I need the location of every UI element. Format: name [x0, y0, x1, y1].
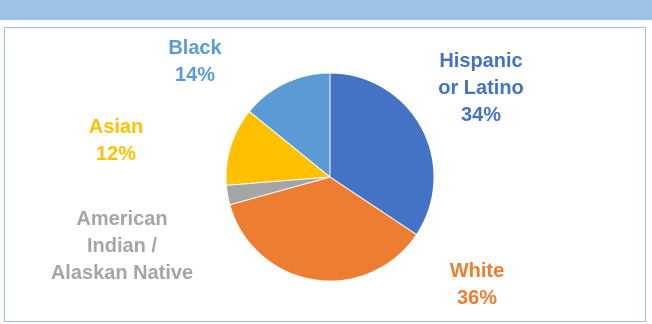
chart-header-bar	[0, 0, 652, 20]
slice-label-american-indian-line1: American	[76, 208, 168, 230]
slice-value-white: 36%	[456, 287, 498, 309]
slice-label-american-indian: American Indian / Alaskan Native	[51, 206, 193, 287]
slice-label-white-line1: White	[449, 260, 505, 282]
slice-label-american-indian-line2: Indian /	[86, 235, 157, 257]
slice-label-hispanic: Hispanic or Latino 34%	[438, 48, 524, 129]
slice-label-american-indian-line3: Alaskan Native	[50, 262, 194, 284]
slice-label-asian: Asian 12%	[89, 114, 143, 168]
pie-slice-black	[248, 72, 331, 179]
slice-label-black-line1: Black	[168, 37, 222, 59]
slice-value-asian: 12%	[95, 143, 137, 165]
slice-label-white: White 36%	[450, 258, 504, 312]
slice-value-hispanic: 34%	[460, 104, 502, 126]
slice-label-asian-line1: Asian	[88, 116, 144, 138]
pie-slice-asian	[225, 110, 332, 186]
pie-slice-white	[229, 176, 418, 282]
slice-label-black: Black 14%	[168, 35, 221, 89]
slice-label-hispanic-line2: or Latino	[438, 77, 524, 99]
slice-label-hispanic-line1: Hispanic	[439, 50, 523, 72]
slice-value-black: 14%	[174, 64, 216, 86]
